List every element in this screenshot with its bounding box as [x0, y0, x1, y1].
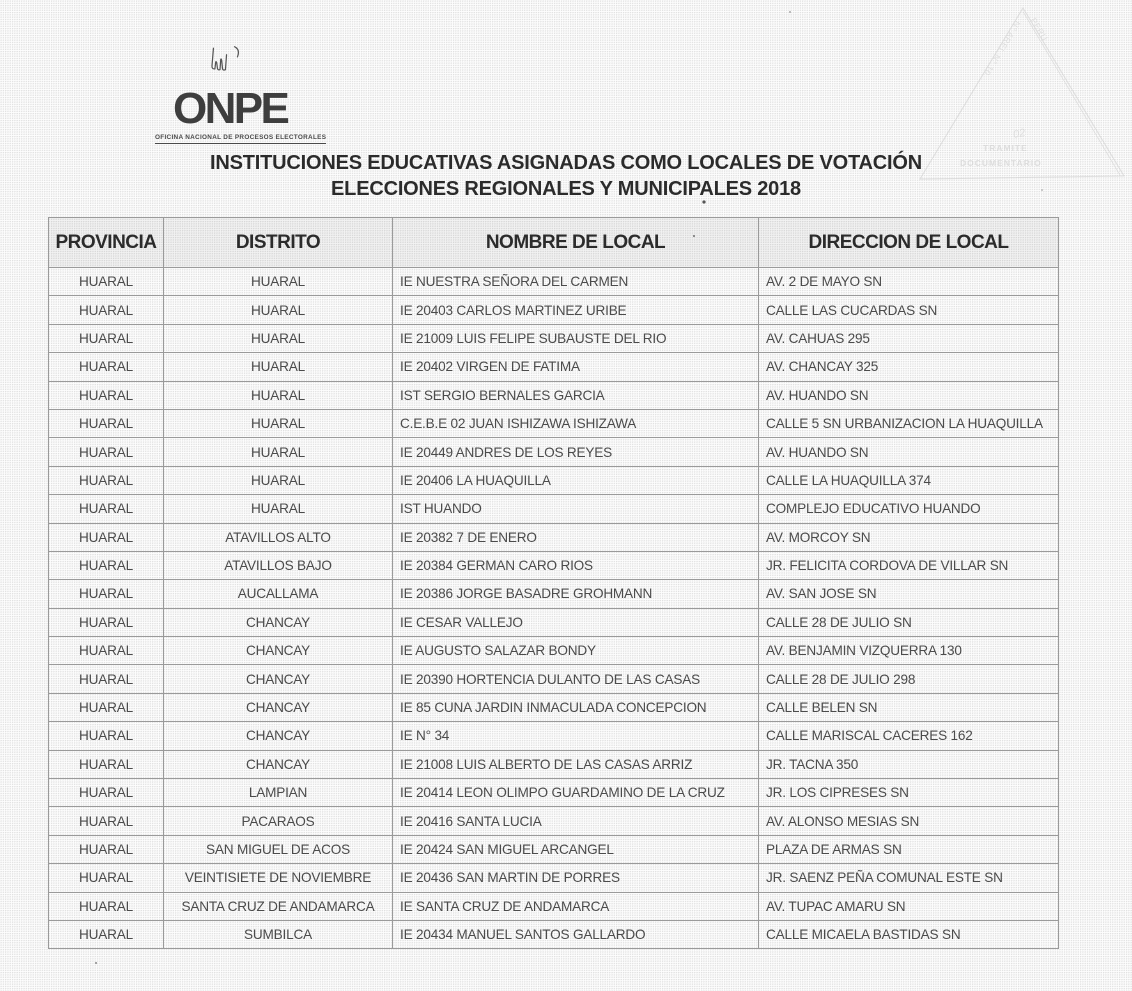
svg-text:PERU: PERU	[1028, 16, 1050, 43]
svg-text:02: 02	[1012, 127, 1026, 141]
svg-text:N° AREL N° 10: N° AREL N° 10	[982, 19, 1023, 78]
